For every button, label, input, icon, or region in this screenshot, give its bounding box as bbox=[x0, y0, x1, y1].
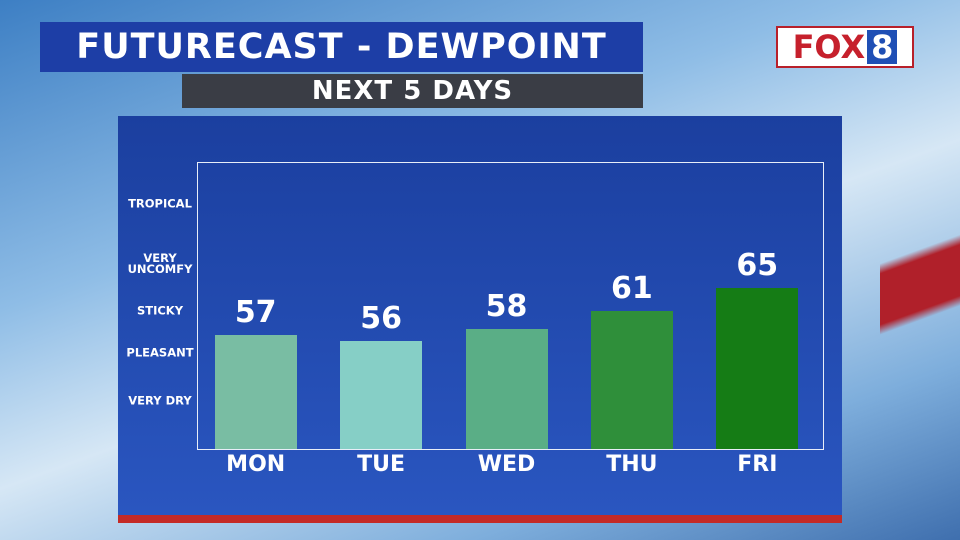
y-tick-label: VERY UNCOMFY bbox=[127, 250, 193, 276]
y-tick-label: STICKY bbox=[136, 303, 184, 318]
chart-title: FUTURECAST - DEWPOINT bbox=[40, 22, 643, 72]
bar bbox=[340, 341, 423, 449]
chart-subtitle: NEXT 5 DAYS bbox=[182, 74, 643, 108]
logo-number: 8 bbox=[867, 30, 898, 64]
bar bbox=[716, 287, 799, 449]
y-tick-label: VERY DRY bbox=[128, 393, 192, 408]
logo: FOX 8 bbox=[776, 26, 914, 68]
y-tick-label: TROPICAL bbox=[128, 196, 192, 211]
value-label: 56 bbox=[360, 301, 402, 337]
x-tick-label: TUE bbox=[357, 452, 406, 477]
panel-stripe bbox=[118, 515, 842, 523]
x-tick-label: MON bbox=[226, 452, 286, 477]
logo-text: FOX bbox=[792, 28, 866, 66]
decor-stripe bbox=[880, 60, 960, 540]
x-tick-label: THU bbox=[606, 452, 658, 477]
y-tick-label: PLEASANT bbox=[126, 345, 194, 360]
bar bbox=[465, 329, 548, 449]
plot-frame bbox=[197, 162, 824, 450]
bar bbox=[590, 311, 673, 449]
x-tick-label: WED bbox=[477, 452, 536, 477]
bar bbox=[214, 335, 297, 449]
value-label: 58 bbox=[485, 289, 528, 325]
x-tick-label: FRI bbox=[737, 452, 778, 477]
value-label: 57 bbox=[234, 295, 277, 331]
value-label: 65 bbox=[736, 247, 779, 283]
value-label: 61 bbox=[611, 271, 653, 307]
